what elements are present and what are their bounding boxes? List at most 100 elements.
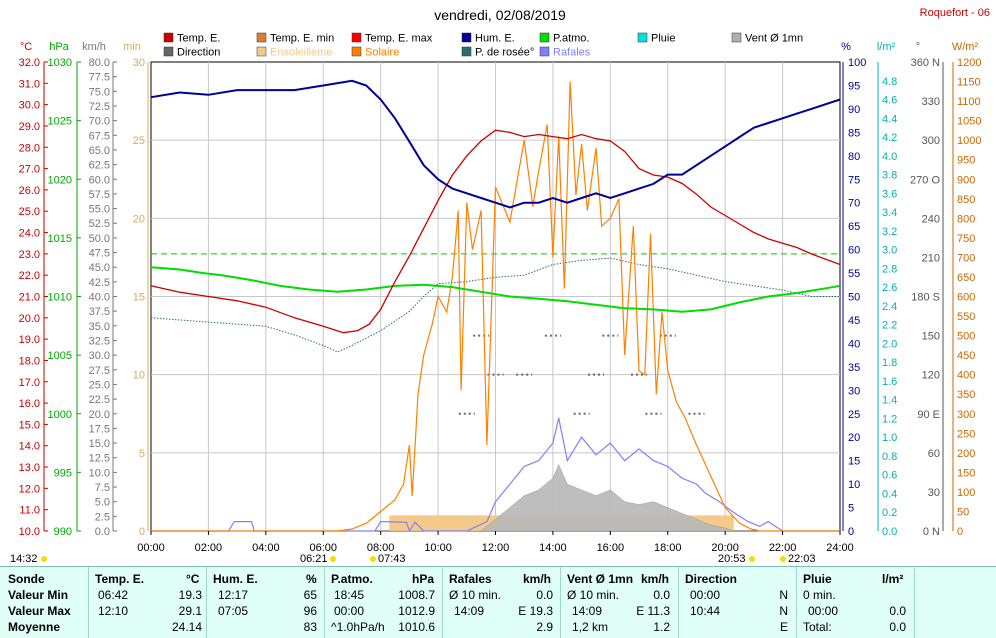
axis-tick-label: 150	[957, 467, 975, 479]
axis-tick-label: 100	[957, 487, 975, 499]
time-tick-label: 10:00	[424, 542, 452, 554]
series-humidity	[150, 79, 841, 209]
axis-tick-label: 360 N	[911, 57, 940, 69]
time-tick-label: 20:00	[711, 542, 739, 554]
axis-tick-label: 25.0	[19, 206, 40, 218]
vent-value: E 11.3	[636, 604, 670, 618]
axis-tick-label: 70.0	[89, 116, 110, 128]
col-hum-unit: %	[306, 572, 317, 586]
axis-tick-label: 30	[848, 385, 860, 397]
axis-tick-label: 0.4	[882, 488, 897, 500]
rain-time: 00:00	[808, 604, 839, 618]
axis-tick-label: 700	[957, 252, 975, 264]
dir-value: E	[779, 620, 788, 634]
moon-rise-icon	[41, 556, 47, 562]
dir-time: 10:44	[690, 604, 721, 618]
axis-unit-deg: °	[916, 41, 920, 53]
axis-tick-label: 65.0	[89, 145, 110, 157]
axis-tick-label: 995	[54, 467, 72, 479]
axis-tick-label: 45	[848, 315, 860, 327]
axis-tick-label: 90	[848, 104, 860, 116]
col-vent: Vent Ø 1mn	[567, 572, 634, 586]
axis-tick-label: 55.0	[89, 204, 110, 216]
rain-time: Total:	[803, 620, 832, 634]
axis-tick-label: 30	[133, 57, 145, 69]
axis-tick-label: 0.0	[882, 526, 897, 538]
axis-unit-min: min	[123, 41, 141, 53]
axis-tick-label: 250	[957, 428, 975, 440]
axis-tick-label: 15	[848, 456, 860, 468]
axis-tick-label: 28.0	[19, 142, 40, 154]
axis-tick-label: 750	[957, 233, 975, 245]
series-temperature	[150, 129, 841, 334]
axis-tick-label: 15.0	[89, 438, 110, 450]
axis-tick-label: 2.2	[882, 320, 897, 332]
raf-value: E 19.3	[518, 604, 553, 618]
axis-tick-label: 30	[928, 487, 940, 499]
col-dir: Direction	[685, 572, 738, 586]
axis-tick-label: 26.0	[19, 185, 40, 197]
axis-tick-label: 47.5	[89, 248, 110, 260]
axis-tick-label: 1000	[957, 135, 981, 147]
hum-time: 12:17	[218, 588, 249, 602]
legend-swatch	[461, 46, 472, 57]
axis-tick-label: 0	[848, 526, 854, 538]
vent-time: 14:09	[572, 604, 603, 618]
sun-icon	[370, 556, 376, 562]
time-tick-label: 06:00	[309, 542, 337, 554]
sunset-icon	[749, 556, 755, 562]
legend-swatch	[731, 32, 742, 43]
axis-tick-label: 800	[957, 213, 975, 225]
axis-tick-label: 2.6	[882, 282, 897, 294]
axis-tick-label: 29.0	[19, 121, 40, 133]
moon-rise-time: 14:32	[10, 553, 38, 565]
axis-tick-label: 27.5	[89, 365, 110, 377]
axis-tick-label: 7.5	[95, 482, 110, 494]
axis-tick-label: 5	[139, 448, 145, 460]
time-tick-label: 18:00	[654, 542, 682, 554]
axis-tick-label: 210	[922, 252, 940, 264]
axis-tick-label: 67.5	[89, 130, 110, 142]
axis-tick-label: 27.0	[19, 164, 40, 176]
axis-tick-label: 1.0	[882, 432, 897, 444]
axis-tick-label: 80.0	[89, 57, 110, 69]
temp-value: 29.1	[178, 604, 202, 618]
axis-tick-label: 37.5	[89, 306, 110, 318]
legend-swatch	[351, 32, 362, 43]
dir-time: 00:00	[690, 588, 721, 602]
sun-moon-markers: 14:32 06:21 07:43 20:53 22:03	[10, 553, 816, 565]
col-temp: Temp. E.	[95, 572, 145, 586]
axis-tick-label: 18.0	[19, 355, 40, 367]
raf-value: 0.0	[536, 588, 553, 602]
axis-tick-label: 16.0	[19, 398, 40, 410]
col-temp-unit: °C	[186, 572, 200, 586]
axis-tick-label: 75	[848, 174, 860, 186]
axis-tick-label: 57.5	[89, 189, 110, 201]
hum-value: 65	[303, 588, 317, 602]
axis-tick-label: 12.5	[89, 453, 110, 465]
axis-tick-label: 72.5	[89, 101, 110, 113]
axis-tick-label: 20	[133, 213, 145, 225]
pres-value: 1012.9	[398, 604, 435, 618]
axis-tick-label: 55	[848, 268, 860, 280]
statistics-table: Sonde Temp. E. °C Hum. E. % P.atmo. hPa …	[0, 566, 996, 638]
sunset-time: 20:53	[718, 553, 746, 565]
axis-tick-label: 40	[848, 338, 860, 350]
legend-label: Vent Ø 1mn	[745, 33, 803, 45]
axis-tick-label: 550	[957, 311, 975, 323]
axis-tick-label: 1.4	[882, 395, 897, 407]
dir-value: N	[779, 588, 788, 602]
axis-tick-label: 0.0	[95, 526, 110, 538]
axis-tick-label: 350	[957, 389, 975, 401]
legend-swatch	[461, 32, 472, 43]
axis-tick-label: 300	[922, 135, 940, 147]
axis-tick-label: 0	[957, 526, 963, 538]
row-label: Valeur Max	[8, 604, 71, 618]
axis-tick-label: 270 O	[910, 174, 940, 186]
axis-tick-label: 1150	[957, 77, 981, 89]
time-tick-label: 12:00	[482, 542, 510, 554]
axis-tick-label: 22.5	[89, 394, 110, 406]
axis-tick-label: 1010	[48, 292, 72, 304]
stats-header-row: Sonde Temp. E. °C Hum. E. % P.atmo. hPa …	[0, 571, 996, 587]
axis-tick-label: 42.5	[89, 277, 110, 289]
